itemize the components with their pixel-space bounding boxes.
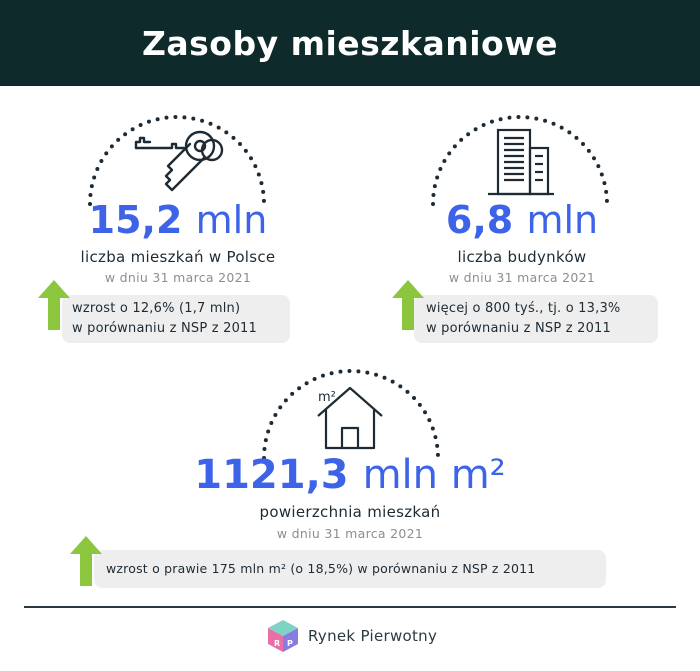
footer: R P Rynek Pierwotny	[266, 616, 437, 656]
cube-logo: R P	[268, 620, 298, 652]
stat-label: powierzchnia mieszkań	[259, 503, 441, 521]
page-title: Zasoby mieszkaniowe	[141, 23, 559, 63]
note-line: w porównaniu z NSP z 2011	[426, 321, 611, 336]
note-line: wzrost o 12,6% (1,7 mln)	[72, 301, 241, 316]
dotted-arc	[262, 369, 440, 460]
stat-date: w dniu 31 marca 2021	[448, 270, 596, 285]
area-unit-label: m²	[318, 390, 336, 405]
stat-note: więcej o 800 tyś., tj. o 13,3% w porówna…	[414, 295, 658, 343]
house-icon: m²	[314, 382, 386, 452]
stat-number: 15,2	[88, 198, 183, 242]
stat-note: wzrost o prawie 175 mln m² (o 18,5%) w p…	[94, 550, 606, 588]
stat-value: 1121,3 mln m²	[190, 452, 510, 498]
stat-note: wzrost o 12,6% (1,7 mln) w porównaniu z …	[62, 295, 290, 343]
note-line: w porównaniu z NSP z 2011	[72, 321, 257, 336]
dotted-arc	[88, 115, 266, 206]
building-icon	[488, 128, 554, 196]
note-line: więcej o 800 tyś., tj. o 13,3%	[426, 301, 621, 316]
stat-number: 1121,3	[194, 452, 349, 498]
header-bar: Zasoby mieszkaniowe	[0, 0, 700, 86]
stat-unit: mln	[195, 198, 268, 242]
stat-label: liczba budynków	[457, 248, 587, 266]
stat-label: liczba mieszkań w Polsce	[80, 248, 276, 266]
note-line: wzrost o prawie 175 mln m² (o 18,5%) w p…	[106, 561, 536, 576]
up-arrow-icon	[392, 280, 424, 330]
up-arrow-icon	[38, 280, 70, 330]
keys-icon	[134, 130, 224, 192]
brand-name: Rynek Pierwotny	[308, 627, 438, 645]
stat-date: w dniu 31 marca 2021	[276, 526, 424, 541]
svg-text:P: P	[287, 639, 293, 648]
up-arrow-icon	[70, 536, 102, 586]
stat-value: 6,8 mln	[404, 198, 640, 242]
footer-divider	[24, 606, 676, 608]
stat-date: w dniu 31 marca 2021	[104, 270, 252, 285]
stat-value: 15,2 mln	[60, 198, 296, 242]
dotted-arc	[431, 115, 609, 206]
stat-unit: mln m²	[362, 452, 506, 498]
stat-number: 6,8	[445, 198, 514, 242]
stat-unit: mln	[526, 198, 599, 242]
svg-text:R: R	[274, 639, 280, 648]
